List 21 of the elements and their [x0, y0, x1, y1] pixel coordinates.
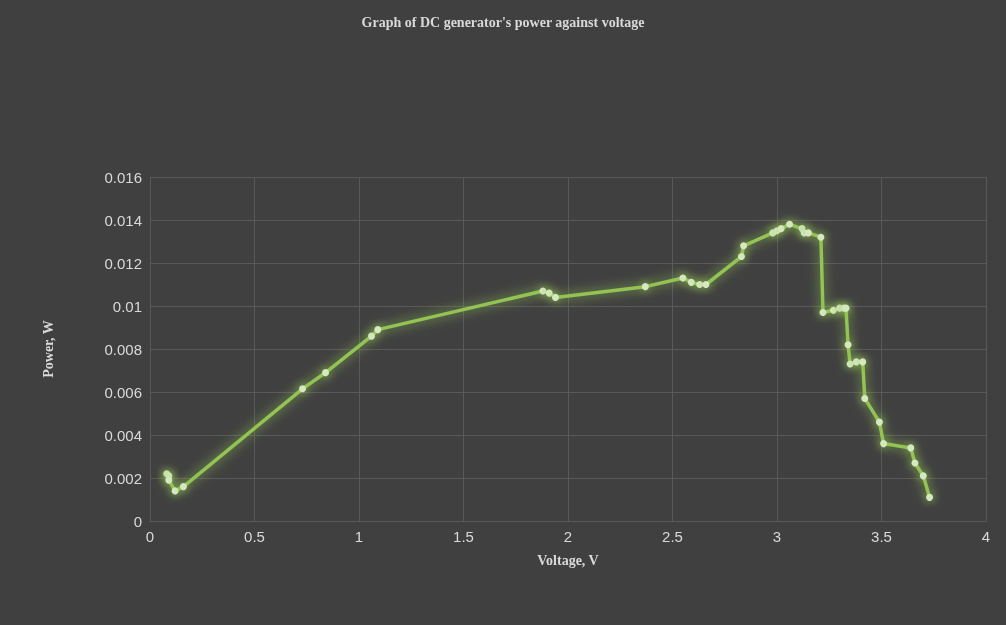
x-tick-label: 0	[145, 528, 155, 545]
y-axis-title: Power, W	[40, 320, 56, 378]
x-tick-label: 0.5	[244, 528, 265, 545]
y-tick-label: 0.012	[104, 254, 142, 272]
y-tick-label: 0.006	[104, 383, 142, 401]
y-tick-label: 0.016	[104, 168, 142, 186]
x-tick-label: 1.5	[453, 528, 474, 545]
x-tick-label: 1	[354, 528, 364, 545]
chart-title: Graph of DC generator's power against voltage	[361, 14, 645, 30]
x-tick-label: 3.5	[871, 528, 892, 545]
x-tick-label: 2	[563, 528, 573, 545]
y-tick-label: 0.008	[104, 340, 142, 358]
y-tick-label: 0.01	[112, 297, 142, 315]
y-tick-label: 0	[133, 512, 142, 530]
y-tick-label: 0.002	[104, 469, 142, 487]
x-tick-label: 2.5	[662, 528, 683, 545]
x-tick-label: 4	[981, 528, 991, 545]
x-tick-label: 3	[772, 528, 782, 545]
x-axis-title: Voltage, V	[537, 552, 599, 568]
y-tick-label: 0.014	[104, 211, 142, 229]
y-tick-label: 0.004	[104, 426, 142, 444]
